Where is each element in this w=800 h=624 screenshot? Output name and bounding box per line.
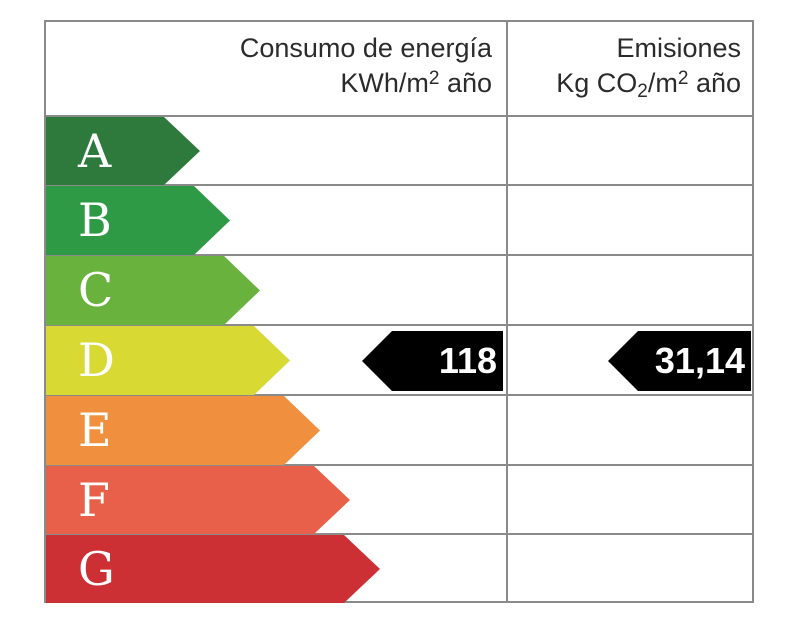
row-divider — [44, 394, 754, 396]
row-divider — [44, 184, 754, 186]
rating-letter: D — [78, 333, 116, 387]
row-divider — [44, 464, 754, 466]
rating-letter: B — [78, 193, 113, 247]
emissions-column-header: Emisiones Kg CO2/m2 año — [510, 31, 741, 101]
rating-arrow-e: E — [46, 396, 320, 465]
energy-label-table — [44, 20, 754, 603]
rating-arrow-c: C — [46, 256, 260, 325]
row-divider — [44, 533, 754, 535]
emissions-value: 31,14 — [654, 340, 745, 381]
arrow-left-icon — [608, 331, 751, 391]
energy-value-tag: 118 — [362, 331, 503, 391]
emissions-header-title: Emisiones — [616, 33, 741, 63]
energy-value: 118 — [438, 340, 497, 381]
rating-letter: G — [78, 542, 116, 596]
rating-arrow-g: G — [46, 535, 380, 603]
energy-header-title: Consumo de energía — [239, 33, 492, 63]
emissions-value-tag: 31,14 — [608, 331, 751, 391]
row-divider — [44, 324, 754, 326]
rating-letter: E — [78, 403, 113, 457]
rating-letter: F — [78, 473, 111, 527]
arrow-right-icon — [46, 256, 260, 325]
rating-letter: C — [78, 263, 115, 317]
arrow-right-icon — [46, 186, 230, 255]
rating-arrow-b: B — [46, 186, 230, 255]
row-divider — [44, 254, 754, 256]
energy-header-unit: KWh/m2 año — [340, 68, 492, 98]
column-divider — [506, 20, 508, 603]
emissions-header-unit: Kg CO2/m2 año — [556, 68, 741, 102]
arrow-right-icon — [46, 326, 290, 395]
arrow-right-icon — [46, 117, 200, 185]
row-divider — [44, 115, 754, 117]
arrow-right-icon — [46, 535, 380, 603]
arrow-right-icon — [46, 396, 320, 465]
rating-arrow-d: D — [46, 326, 290, 395]
arrow-left-icon — [362, 331, 503, 391]
rating-letter: A — [78, 124, 113, 178]
arrow-right-icon — [46, 466, 350, 534]
rating-arrow-a: A — [46, 117, 200, 185]
energy-column-header: Consumo de energía KWh/m2 año — [120, 31, 492, 101]
rating-arrow-f: F — [46, 466, 350, 534]
